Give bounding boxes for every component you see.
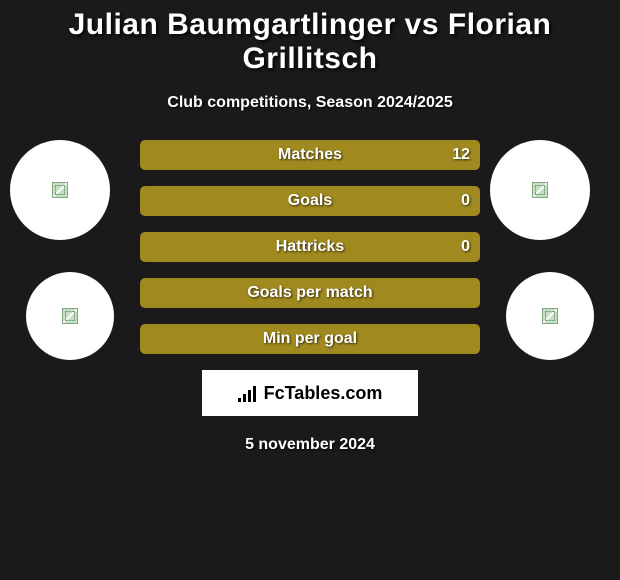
chart-icon [238, 384, 260, 402]
stat-label: Matches [278, 146, 342, 164]
player1-photo [10, 140, 110, 240]
subtitle: Club competitions, Season 2024/2025 [0, 94, 620, 112]
broken-image-icon [532, 182, 548, 198]
stat-label: Hattricks [276, 238, 344, 256]
stat-label: Goals [288, 192, 332, 210]
logo-text: FcTables.com [264, 383, 383, 404]
broken-image-icon [52, 182, 68, 198]
stat-bar-matches: Matches 12 [140, 140, 480, 170]
stat-bar-min-per-goal: Min per goal [140, 324, 480, 354]
stats-bars: Matches 12 Goals 0 Hattricks 0 Goals per… [140, 140, 480, 354]
comparison-panel: Matches 12 Goals 0 Hattricks 0 Goals per… [0, 140, 620, 454]
broken-image-icon [62, 308, 78, 324]
player2-club-logo [506, 272, 594, 360]
fctables-logo[interactable]: FcTables.com [202, 370, 418, 416]
broken-image-icon [542, 308, 558, 324]
stat-bar-hattricks: Hattricks 0 [140, 232, 480, 262]
stat-value: 0 [461, 238, 470, 256]
player1-club-logo [26, 272, 114, 360]
stat-bar-goals-per-match: Goals per match [140, 278, 480, 308]
page-title: Julian Baumgartlinger vs Florian Grillit… [0, 0, 620, 76]
stat-value: 12 [452, 146, 470, 164]
date-label: 5 november 2024 [0, 436, 620, 454]
stat-label: Min per goal [263, 330, 357, 348]
player2-photo [490, 140, 590, 240]
stat-label: Goals per match [247, 284, 372, 302]
stat-bar-goals: Goals 0 [140, 186, 480, 216]
stat-value: 0 [461, 192, 470, 210]
